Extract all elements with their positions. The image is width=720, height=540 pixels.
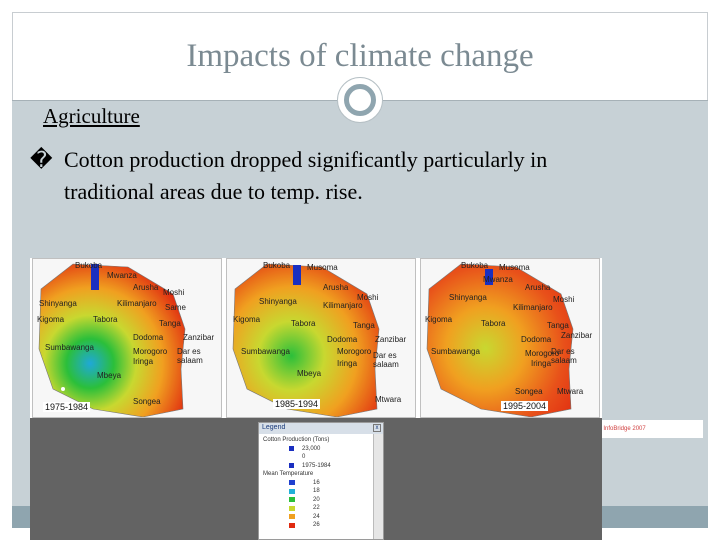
bullet-mark: � — [30, 147, 53, 172]
legend-row: 0 — [263, 453, 369, 462]
place-label: Tabora — [93, 315, 118, 324]
map-1995-2004: Bukoba Musoma Mwanza Arusha Moshi Shinya… — [420, 258, 600, 418]
place-label: Zanzibar — [183, 333, 215, 342]
legend-row: 20 — [263, 496, 369, 505]
place-label: Shinyanga — [39, 299, 77, 308]
period-label: 1985-1994 — [273, 399, 321, 409]
map-1985-1994: Bukoba Musoma Arusha Moshi Shinyanga Kil… — [226, 258, 416, 418]
legend-row: 16 — [263, 479, 369, 488]
close-icon[interactable]: x — [373, 424, 381, 432]
place-label: Morogoro — [133, 347, 168, 356]
place-label: Mbeya — [297, 369, 322, 378]
place-label: Bukoba — [263, 261, 291, 270]
place-label: Iringa — [133, 357, 154, 366]
legend-row: 26 — [263, 521, 369, 530]
place-label: Mwanza — [483, 275, 513, 284]
section-heading: Agriculture — [43, 104, 140, 128]
place-label: Kigoma — [425, 315, 453, 324]
legend-section-temp: Mean Temperature — [263, 471, 314, 478]
legend-scrollbar[interactable] — [373, 434, 383, 539]
place-label: Iringa — [531, 359, 552, 368]
place-label: Songea — [515, 387, 543, 396]
place-label: Iringa — [337, 359, 358, 368]
place-label: Musoma — [499, 263, 530, 272]
place-label: Dodoma — [133, 333, 164, 342]
place-label: Musoma — [307, 263, 338, 272]
place-label: Sumbawanga — [241, 347, 290, 356]
legend-row: 1975-1984 — [263, 462, 369, 471]
place-label: Arusha — [133, 283, 159, 292]
cotton-bar-icon — [289, 454, 294, 460]
place-label: Mbeya — [97, 371, 122, 380]
place-label: Sumbawanga — [431, 347, 480, 356]
place-label: Mtwara — [375, 395, 402, 404]
period-label: 1975-1984 — [43, 402, 91, 412]
map-strip: Bukoba Mwanza Arusha Moshi Shinyanga Kil… — [30, 258, 602, 418]
place-label: Shinyanga — [449, 293, 487, 302]
place-label: Kigoma — [233, 315, 261, 324]
place-label: Arusha — [323, 283, 349, 292]
place-label: Zanzibar — [375, 335, 407, 344]
place-label: Dodoma — [521, 335, 552, 344]
place-label: Kilimanjaro — [513, 303, 553, 312]
place-label: Kilimanjaro — [117, 299, 157, 308]
place-label: Morogoro — [525, 349, 560, 358]
decorative-circle-icon — [337, 77, 383, 123]
place-label: Same — [165, 303, 186, 312]
place-label: Dar es salaam — [551, 347, 577, 365]
legend-title-bar: Legend x — [259, 423, 383, 434]
swatch-icon — [289, 480, 295, 486]
place-label: Tanga — [353, 321, 375, 330]
period-label: 1995-2004 — [501, 401, 549, 411]
place-label: Bukoba — [75, 261, 103, 270]
place-label: Zanzibar — [561, 331, 593, 340]
map-legend: Legend x Cotton Production (Tons) 23,000… — [258, 422, 384, 540]
swatch-icon — [289, 514, 295, 520]
legend-row: 18 — [263, 487, 369, 496]
legend-row: 24 — [263, 513, 369, 522]
map-1975-1984: Bukoba Mwanza Arusha Moshi Shinyanga Kil… — [32, 258, 222, 418]
place-label: Shinyanga — [259, 297, 297, 306]
swatch-icon — [289, 488, 295, 494]
place-label: Tanga — [159, 319, 181, 328]
legend-section-cotton: Cotton Production (Tons) — [263, 437, 330, 444]
place-label: Tabora — [291, 319, 316, 328]
place-label: Mtwara — [557, 387, 584, 396]
place-label: Bukoba — [461, 261, 489, 270]
cotton-bar-icon — [289, 463, 294, 469]
place-label: Morogoro — [337, 347, 372, 356]
legend-row: 22 — [263, 504, 369, 513]
bullet-text: � Cotton production dropped significantly… — [30, 144, 690, 208]
place-label: Tabora — [481, 319, 506, 328]
place-label: Tanga — [547, 321, 569, 330]
place-label: Kilimanjaro — [323, 301, 363, 310]
place-label: Songea — [133, 397, 161, 406]
swatch-icon — [289, 522, 295, 528]
swatch-icon — [289, 505, 295, 511]
place-label: Dodoma — [327, 335, 358, 344]
source-note: Source: InfoBridge 2007 — [577, 420, 703, 438]
place-label: Kigoma — [37, 315, 65, 324]
legend-body: Cotton Production (Tons) 23,000 0 1975-1… — [259, 434, 373, 539]
slide-title: Impacts of climate change — [186, 38, 534, 74]
place-label: Moshi — [357, 293, 379, 302]
legend-title: Legend — [262, 424, 286, 431]
bullet-line-2: traditional areas due to temp. rise. — [64, 179, 363, 204]
swatch-icon — [289, 497, 295, 503]
place-label: Arusha — [525, 283, 551, 292]
legend-row: 23,000 — [263, 445, 369, 454]
place-label: Moshi — [553, 295, 575, 304]
place-label: Sumbawanga — [45, 343, 94, 352]
place-label: Moshi — [163, 288, 185, 297]
place-label: Dar es salaam — [373, 351, 399, 369]
cotton-bar-icon — [289, 446, 294, 452]
bullet-line-1: Cotton production dropped significantly … — [64, 147, 548, 172]
place-label: Mwanza — [107, 271, 137, 280]
place-label: Dar es salaam — [177, 347, 203, 365]
